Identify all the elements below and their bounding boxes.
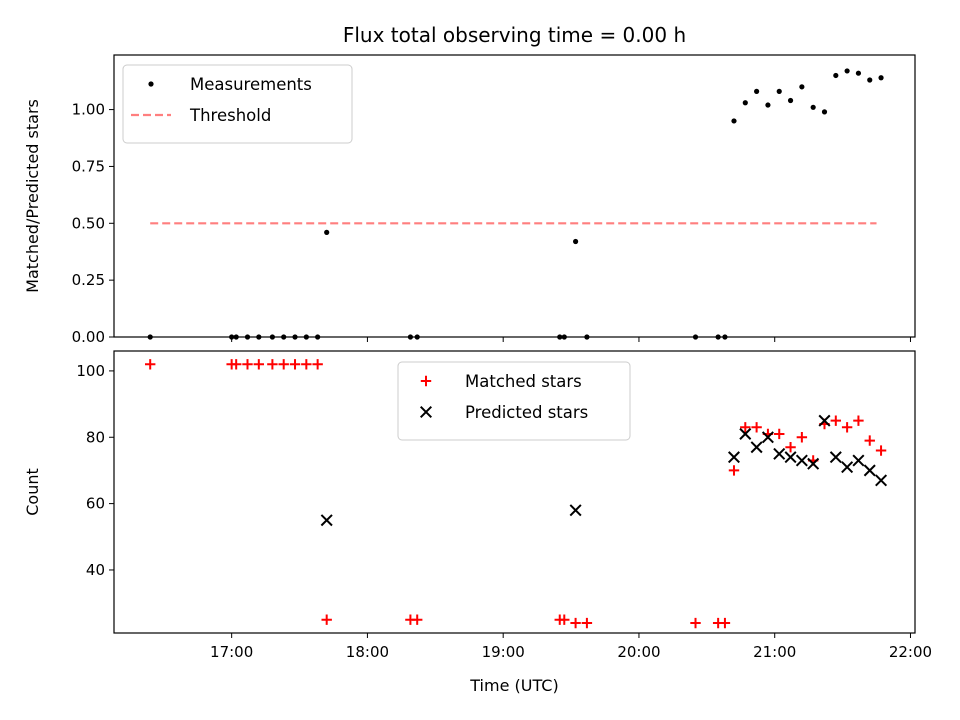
axes-frame: [113, 54, 916, 338]
legend-label: Measurements: [190, 75, 312, 94]
data-point: [145, 359, 156, 370]
data-point: [731, 118, 737, 124]
data-point: [863, 464, 876, 477]
data-point: [230, 359, 242, 370]
y-tick-label: 0.25: [72, 271, 105, 289]
legend-swatch: [419, 405, 433, 419]
chart-panel-1: Flux total observing time = 0.00 h 0.00 0.…: [23, 23, 916, 346]
x-axis-label: Time (UTC): [469, 676, 558, 695]
data-point: [818, 414, 831, 427]
y-tick-label: 100: [76, 362, 105, 380]
axes-frame: [113, 350, 916, 634]
x-tick-label: 18:00: [346, 643, 389, 661]
legend: Measurements Threshold: [122, 64, 353, 144]
data-point: [740, 422, 751, 433]
data-point: [821, 109, 828, 115]
data-point: [855, 70, 862, 76]
x-tick-label: 17:00: [210, 643, 253, 661]
data-point: [841, 422, 853, 433]
data-point: [570, 617, 581, 629]
legend-box: [397, 361, 631, 441]
data-point: [719, 617, 731, 629]
data-point: [765, 102, 771, 108]
data-point: [799, 84, 805, 90]
data-point: [787, 97, 794, 104]
data-point: [841, 461, 854, 474]
data-point: [690, 617, 701, 629]
y-tick-label: 60: [86, 495, 105, 513]
data-point: [581, 617, 593, 629]
data-point: [727, 451, 740, 464]
data-point: [301, 359, 312, 370]
data-point: [773, 447, 786, 460]
data-point: [833, 72, 839, 79]
data-point: [829, 451, 842, 464]
data-point: [830, 415, 842, 426]
data-point: [810, 104, 816, 110]
x-tick-label: 20:00: [617, 643, 660, 661]
y-tick-label: 0.75: [72, 157, 105, 175]
data-point: [253, 359, 265, 370]
data-point: [853, 415, 864, 426]
data-point: [751, 422, 762, 433]
data-point: [559, 614, 570, 625]
legend-swatch: [420, 375, 432, 387]
legend-label: Predicted stars: [465, 403, 588, 422]
data-point: [844, 68, 850, 74]
data-point: [852, 454, 865, 467]
data-point: [572, 238, 579, 245]
y-tick-label: 80: [86, 428, 105, 446]
legend-label: Threshold: [189, 106, 271, 125]
y-axis-label: Matched/Predicted stars: [23, 99, 42, 293]
data-point: [412, 614, 423, 625]
data-point: [754, 88, 760, 94]
data-point: [784, 451, 797, 464]
data-point: [569, 504, 582, 517]
data-point: [242, 359, 253, 370]
data-point: [750, 441, 763, 454]
data-point: [867, 77, 873, 83]
data-point: [739, 427, 752, 440]
data-point: [312, 359, 323, 370]
data-point: [728, 465, 740, 476]
legend-label: Matched stars: [465, 372, 582, 391]
y-tick-label: 0.00: [72, 328, 105, 346]
y-tick-label: 0.50: [72, 214, 105, 232]
legend: Matched stars Predicted stars: [397, 361, 631, 441]
x-tick-label: 21:00: [753, 643, 796, 661]
data-point: [320, 514, 333, 527]
data-point: [742, 100, 748, 106]
data-point: [761, 431, 774, 444]
chart-panel-2: 40 60 80 100 17:00 18:00 19:00 20:00 21:00 22:00 C…: [23, 350, 932, 695]
legend-box: [122, 64, 353, 144]
chart-title: Flux total observing time = 0.00 h: [343, 23, 686, 47]
data-point: [774, 428, 785, 440]
data-point: [267, 359, 278, 370]
data-point: [875, 445, 887, 456]
y-axis-label: Count: [23, 468, 42, 516]
data-point: [864, 435, 875, 446]
data-point: [776, 88, 782, 94]
data-point: [321, 614, 332, 625]
data-point: [796, 432, 808, 443]
x-tick-label: 22:00: [889, 643, 932, 661]
y-tick-label: 1.00: [72, 101, 105, 119]
data-point: [875, 474, 888, 487]
data-point: [324, 229, 330, 235]
series-predicted-stars: [320, 414, 888, 527]
data-point: [785, 442, 796, 453]
data-point: [278, 359, 289, 370]
legend-swatch: [148, 81, 154, 87]
x-tick-label: 19:00: [482, 643, 525, 661]
data-point: [289, 359, 301, 370]
data-point: [878, 75, 884, 81]
data-point: [807, 457, 820, 470]
data-point: [795, 454, 808, 467]
y-tick-label: 40: [86, 561, 105, 579]
